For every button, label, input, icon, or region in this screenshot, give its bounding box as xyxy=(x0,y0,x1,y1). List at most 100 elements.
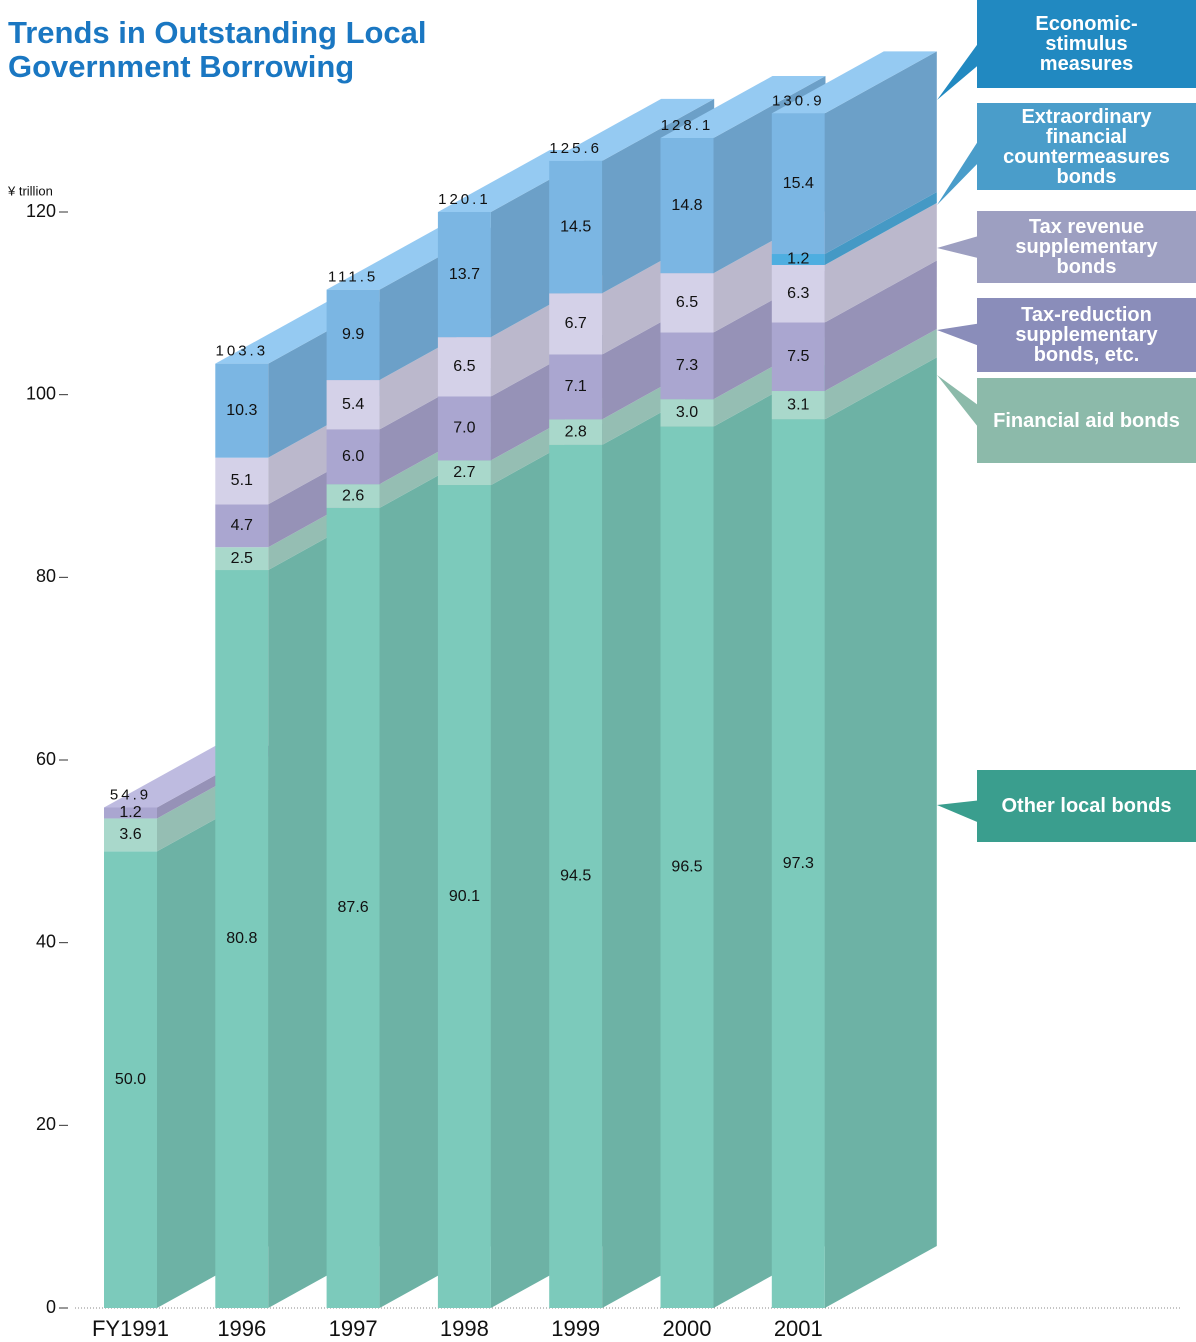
value-label: 3.0 xyxy=(676,404,698,421)
bar-segment xyxy=(660,332,714,400)
value-label: 15.4 xyxy=(783,175,814,192)
legend-pointer xyxy=(937,800,982,824)
legend-pointer xyxy=(937,38,982,100)
value-label: 97.3 xyxy=(783,855,814,872)
bar-top xyxy=(549,98,715,161)
x-tick-label: 2001 xyxy=(774,1316,823,1341)
y-tick-label: 0 xyxy=(46,1297,56,1317)
bar-segment xyxy=(326,484,380,508)
legend-pointer xyxy=(937,235,982,259)
bar-segment xyxy=(437,485,491,1308)
bar-segment xyxy=(437,337,491,397)
bar-side xyxy=(824,202,937,323)
bar-segment xyxy=(771,322,825,392)
legend-item: Tax-reduction supplementary bonds, etc. xyxy=(977,298,1196,372)
bar-segment xyxy=(771,113,825,255)
value-label: 94.5 xyxy=(560,868,591,885)
bar-segment xyxy=(771,254,825,265)
bar-segment xyxy=(437,396,491,461)
legend-item: Tax revenue supplementary bonds xyxy=(977,211,1196,283)
y-tick-label: 40 xyxy=(36,931,56,951)
legend-label: Other local bonds xyxy=(1001,795,1172,817)
bar-segment xyxy=(215,547,269,571)
bar-segment xyxy=(215,570,269,1308)
bar-top xyxy=(771,51,937,114)
legend-item: Economic-stimulus measures xyxy=(977,0,1196,88)
x-tick-label: 1996 xyxy=(217,1316,266,1341)
value-label: 5.1 xyxy=(231,472,253,489)
value-label: 2.5 xyxy=(231,550,253,567)
value-label: 2.6 xyxy=(342,487,364,504)
value-label: 4.7 xyxy=(231,517,253,534)
y-tick-label: 100 xyxy=(26,383,56,403)
value-label: 14.5 xyxy=(560,218,591,235)
value-label: 9.9 xyxy=(342,326,364,343)
bar-segment xyxy=(215,457,269,505)
value-label: 2.7 xyxy=(453,464,475,481)
legend-label: Economic-stimulus measures xyxy=(1035,13,1138,75)
bar-side xyxy=(824,192,937,265)
bar-segment xyxy=(549,419,603,445)
legend-pointer xyxy=(937,323,982,347)
value-label: 7.0 xyxy=(453,420,475,437)
bar-segment xyxy=(215,504,269,548)
legend-item: Extraordinary financial countermeasures … xyxy=(977,103,1196,190)
bar-segment xyxy=(215,363,269,458)
bar-segment xyxy=(326,380,380,430)
value-label: 50.0 xyxy=(115,1071,146,1088)
y-tick-label: 20 xyxy=(36,1114,56,1134)
bar-segment xyxy=(771,391,825,420)
total-label: 128.1 xyxy=(661,117,714,134)
bar-segment xyxy=(660,138,714,274)
x-tick-label: 1998 xyxy=(440,1316,489,1341)
bar-segment xyxy=(771,419,825,1308)
value-label: 80.8 xyxy=(226,930,257,947)
y-tick-label: 80 xyxy=(36,566,56,586)
value-label: 1.2 xyxy=(119,804,141,821)
total-label: 120.1 xyxy=(438,191,491,208)
value-label: 14.8 xyxy=(671,197,702,214)
total-label: 130.9 xyxy=(772,92,825,109)
value-label: 10.3 xyxy=(226,402,257,419)
value-label: 6.7 xyxy=(565,315,587,332)
legend-item: Financial aid bonds xyxy=(977,378,1196,463)
x-tick-label: 1999 xyxy=(551,1316,600,1341)
bar-side xyxy=(824,357,937,1308)
value-label: 7.1 xyxy=(565,378,587,395)
bar-segment xyxy=(326,429,380,485)
value-label: 3.1 xyxy=(787,396,809,413)
bar-segment xyxy=(326,507,380,1308)
total-label: 103.3 xyxy=(216,343,269,360)
bar-segment xyxy=(660,273,714,333)
total-label: 111.5 xyxy=(328,269,378,286)
y-axis-label: ¥ trillion xyxy=(7,183,53,198)
bar-side xyxy=(824,51,937,255)
value-label: 7.3 xyxy=(676,357,698,374)
bar-segment xyxy=(104,807,157,819)
legend-pointer xyxy=(937,375,982,432)
bar-top xyxy=(660,76,826,139)
bar-segment xyxy=(660,399,714,427)
bar-segment xyxy=(104,851,157,1308)
value-label: 5.4 xyxy=(342,396,364,413)
legend-label: Tax-reduction supplementary bonds, etc. xyxy=(1015,304,1158,366)
value-label: 96.5 xyxy=(671,859,702,876)
value-label: 7.5 xyxy=(787,348,809,365)
value-label: 6.3 xyxy=(787,285,809,302)
x-tick-label: 2000 xyxy=(663,1316,712,1341)
bar-segment xyxy=(549,160,603,294)
value-label: 6.5 xyxy=(453,358,475,375)
value-label: 90.1 xyxy=(449,888,480,905)
x-tick-label: 1997 xyxy=(329,1316,378,1341)
bar-side xyxy=(824,260,937,392)
legend-item: Other local bonds xyxy=(977,770,1196,842)
legend-label: Tax revenue supplementary bonds xyxy=(1015,216,1158,278)
bar-segment xyxy=(549,354,603,420)
value-label: 1.2 xyxy=(787,251,809,268)
value-label: 13.7 xyxy=(449,266,480,283)
chart-title: Trends in Outstanding Local Government B… xyxy=(8,15,427,84)
bar-segment xyxy=(326,289,380,381)
y-tick-label: 120 xyxy=(26,201,56,221)
